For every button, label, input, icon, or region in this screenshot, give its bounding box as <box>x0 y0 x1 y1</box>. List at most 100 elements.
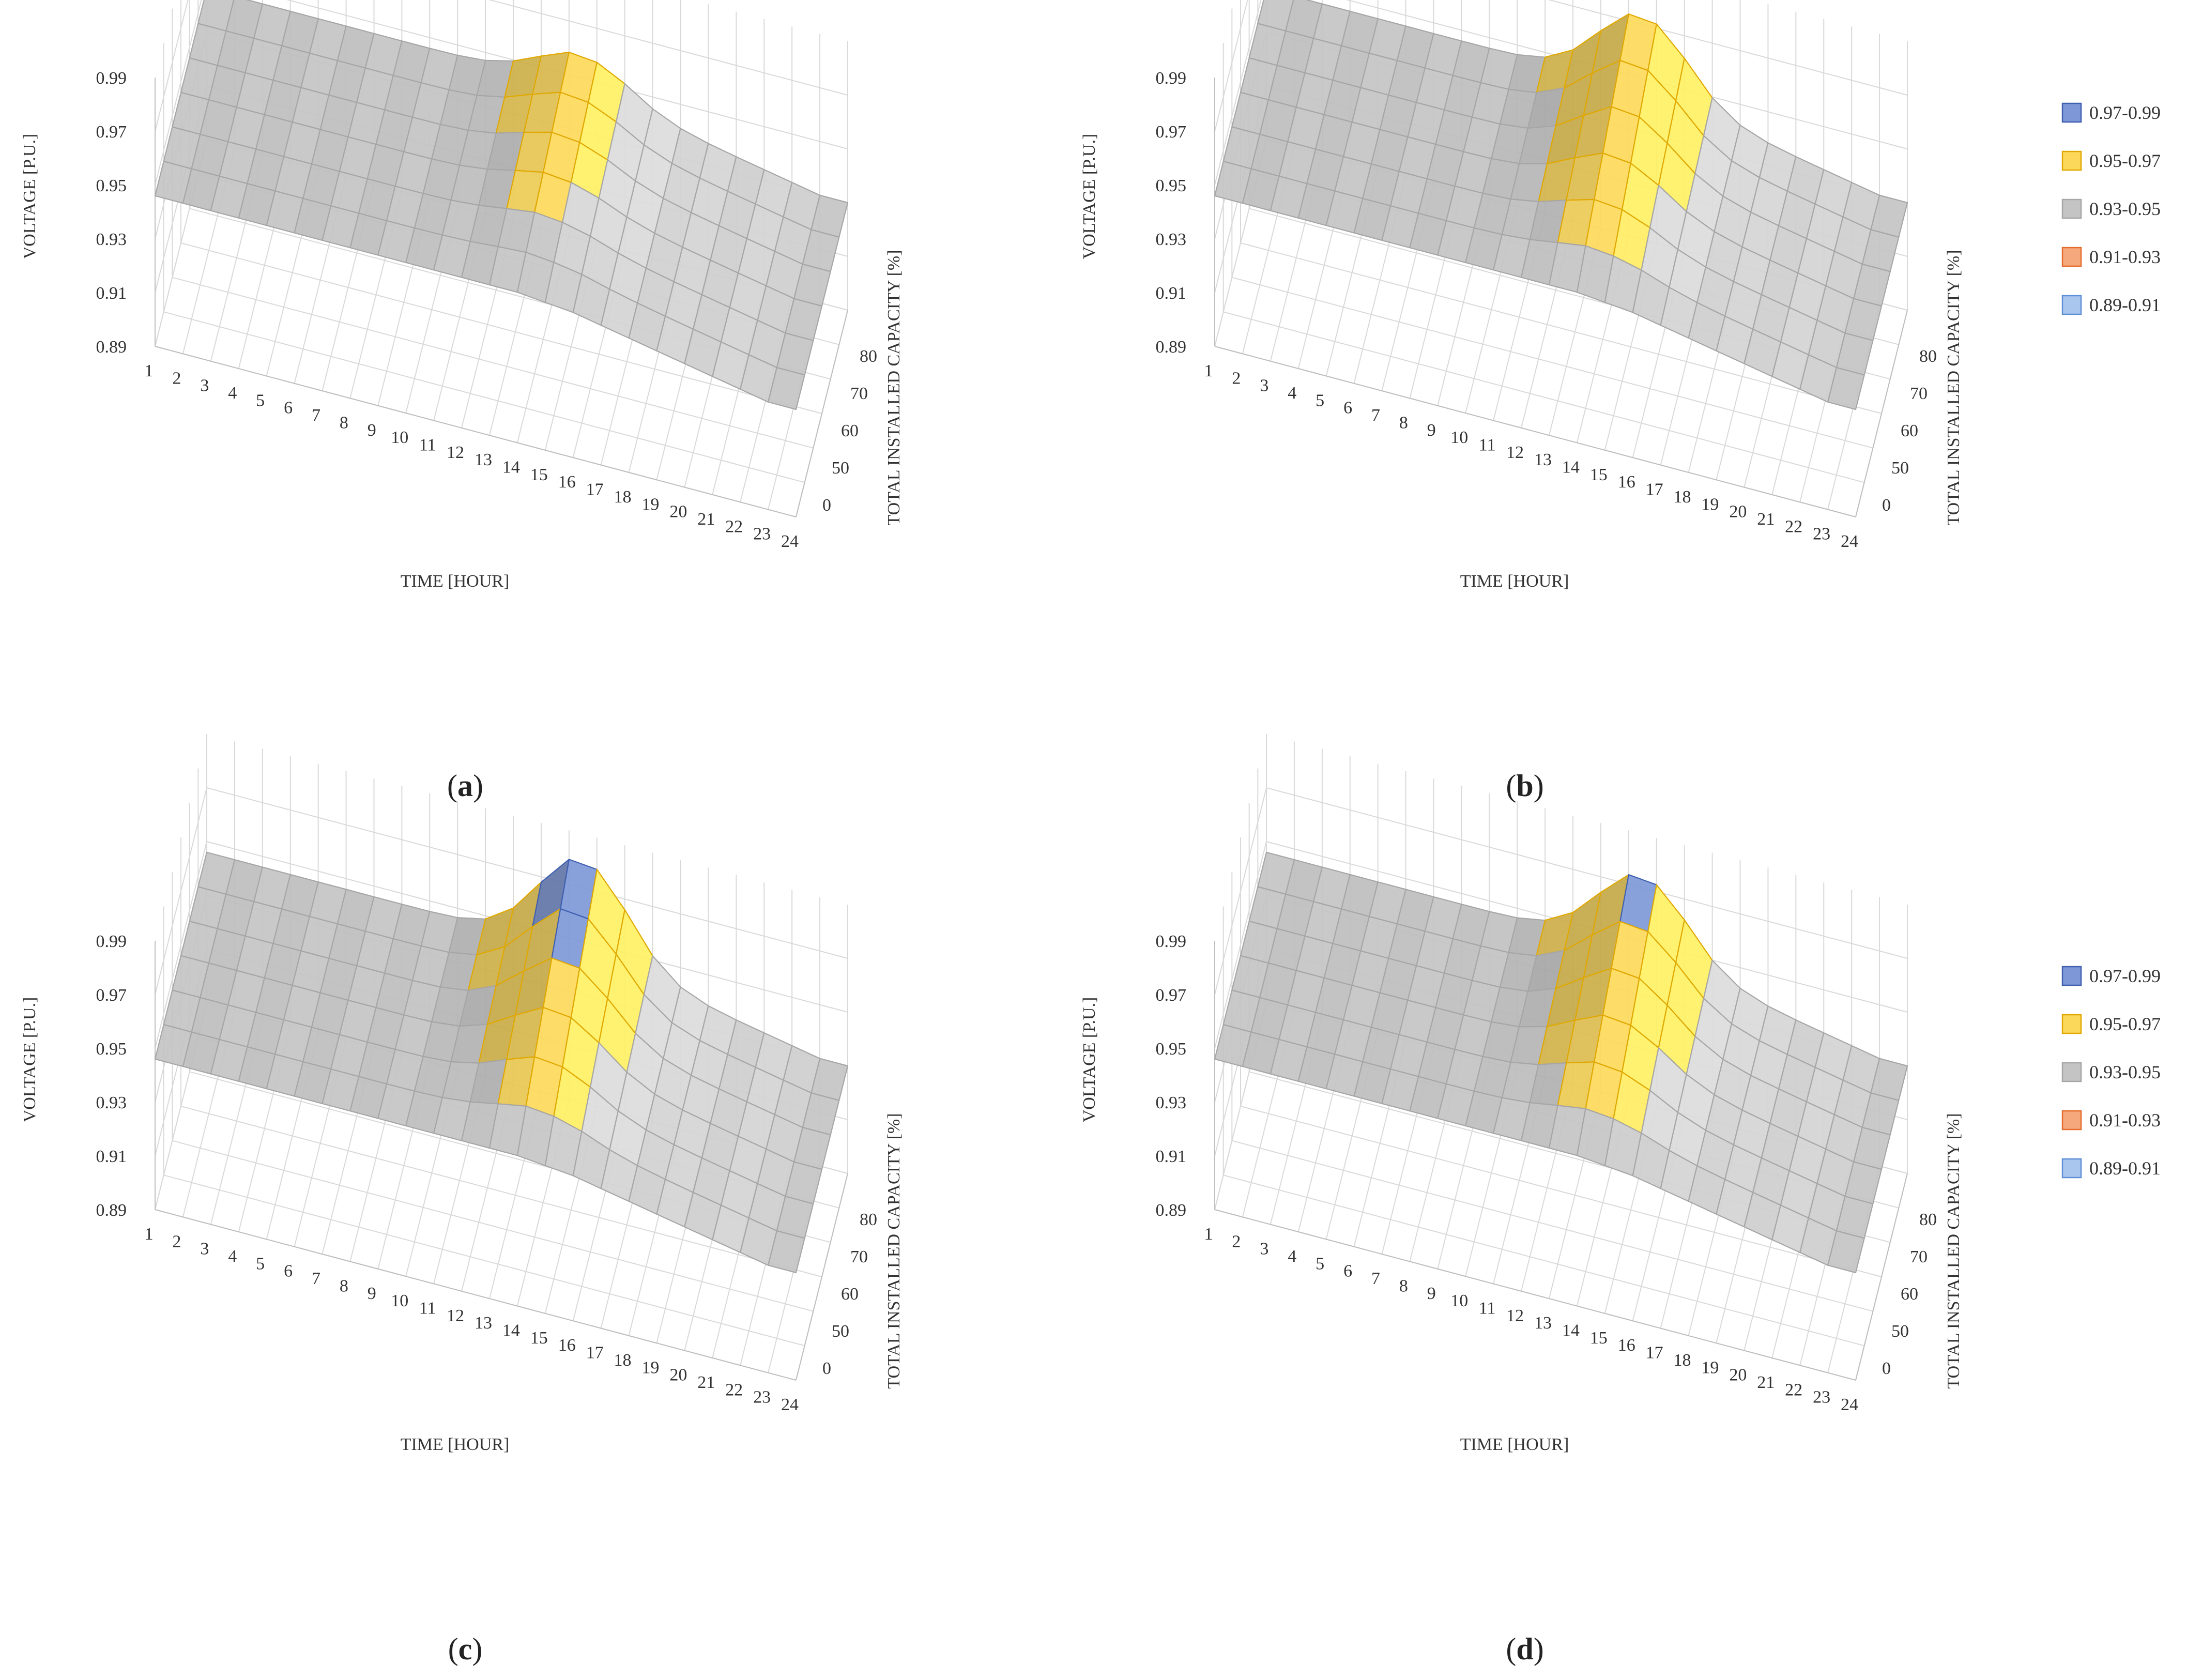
capacity-tick-label: 60 <box>1901 1285 1918 1304</box>
x-tick-label: 6 <box>284 399 293 418</box>
x-tick-label: 11 <box>419 435 436 454</box>
capacity-axis-title: TOTAL INSTALLED CAPACITY [%] <box>884 250 904 525</box>
x-tick-label: 1 <box>1204 1225 1213 1244</box>
capacity-tick-label: 60 <box>1901 421 1918 440</box>
voltage-surface <box>154 851 849 1274</box>
x-tick-label: 6 <box>284 1262 293 1281</box>
x-tick-label: 24 <box>781 532 799 551</box>
x-tick-label: 3 <box>200 1240 209 1259</box>
x-tick-label: 10 <box>391 1291 408 1310</box>
x-tick-label: 19 <box>641 495 659 514</box>
capacity-tick-label: 70 <box>850 1247 868 1266</box>
y-axis-title: VOLTAGE [P.U.] <box>1080 997 1099 1123</box>
x-tick-label: 22 <box>725 1380 743 1399</box>
x-tick-label: 10 <box>1450 428 1468 447</box>
x-axis-title: TIME [HOUR] <box>1460 572 1569 591</box>
y-tick-label: 0.91 <box>1156 284 1187 303</box>
legend-row-1: 0.97-0.99 0.95-0.97 0.93-0.95 0.91-0.93 0.89… <box>2061 102 2161 315</box>
x-tick-label: 1 <box>145 361 154 380</box>
legend-label: 0.95-0.97 <box>2089 150 2161 171</box>
legend-label: 0.89-0.91 <box>2089 1158 2161 1179</box>
chart-panel-d: 0.990.970.950.930.910.891 2 3 4 5 6 7 8 9 10 11 12 1… <box>1080 734 1963 1666</box>
x-tick-label: 8 <box>1399 1276 1408 1295</box>
capacity-tick-label: 0 <box>1882 496 1891 515</box>
capacity-tick-label: 0 <box>1882 1359 1891 1378</box>
y-axis-title: VOLTAGE [P.U.] <box>20 134 39 259</box>
x-tick-label: 2 <box>172 369 181 388</box>
x-tick-label: 9 <box>368 421 376 440</box>
y-tick-label: 0.97 <box>1156 986 1187 1005</box>
x-tick-label: 5 <box>1316 391 1324 410</box>
x-tick-label: 18 <box>1674 487 1691 507</box>
legend-label: 0.93-0.95 <box>2089 1062 2161 1082</box>
capacity-tick-label: 80 <box>1919 1210 1937 1229</box>
legend-row-2: 0.97-0.99 0.95-0.97 0.93-0.95 0.91-0.93 0.89… <box>2061 966 2161 1179</box>
x-tick-label: 20 <box>669 502 687 522</box>
x-tick-label: 23 <box>753 1388 771 1407</box>
capacity-axis-title: TOTAL INSTALLED CAPACITY [%] <box>1944 250 1963 525</box>
x-tick-label: 23 <box>1813 525 1830 544</box>
x-tick-label: 13 <box>1534 1314 1552 1333</box>
x-tick-label: 1 <box>1204 361 1213 380</box>
x-tick-label: 17 <box>586 480 604 499</box>
y-tick-label: 0.99 <box>1156 69 1187 88</box>
x-tick-label: 16 <box>558 472 576 492</box>
x-tick-label: 5 <box>1316 1254 1324 1273</box>
x-tick-label: 12 <box>447 1306 464 1325</box>
y-tick-label: 0.89 <box>1156 1201 1187 1220</box>
x-tick-label: 13 <box>1534 450 1552 469</box>
x-tick-label: 7 <box>312 406 320 425</box>
x-tick-label: 9 <box>1427 1284 1436 1303</box>
x-tick-label: 15 <box>530 1328 548 1348</box>
x-tick-label: 17 <box>1646 1343 1663 1363</box>
x-tick-label: 9 <box>1427 421 1436 440</box>
x-tick-label: 3 <box>1260 376 1268 395</box>
x-tick-label: 23 <box>1813 1388 1830 1407</box>
x-tick-label: 14 <box>502 1321 520 1340</box>
x-tick-label: 21 <box>697 1373 715 1392</box>
legend-item: 0.97-0.99 <box>2061 966 2161 986</box>
y-tick-label: 0.93 <box>96 230 127 249</box>
y-tick-label: 0.95 <box>1156 1040 1187 1059</box>
chart-panel-a: 0.990.970.950.930.910.891 2 3 4 5 6 7 8 9 10 11 12 1… <box>20 0 904 803</box>
x-tick-label: 10 <box>391 428 408 447</box>
x-tick-label: 4 <box>1288 1247 1296 1266</box>
capacity-tick-label: 50 <box>832 1322 849 1341</box>
x-tick-label: 22 <box>1785 517 1802 536</box>
capacity-tick-label: 50 <box>1891 459 1909 478</box>
surface-cell <box>767 366 805 410</box>
x-tick-label: 19 <box>1701 1358 1719 1377</box>
x-tick-label: 21 <box>1757 1373 1775 1392</box>
x-tick-label: 15 <box>1590 1328 1608 1348</box>
legend-swatch <box>2061 102 2082 123</box>
x-tick-label: 18 <box>614 1351 632 1370</box>
capacity-tick-label: 80 <box>860 347 877 366</box>
y-axis-title: VOLTAGE [P.U.] <box>20 997 39 1123</box>
panel-label: (d) <box>1506 1632 1543 1666</box>
x-tick-label: 7 <box>1371 406 1380 425</box>
y-tick-label: 0.99 <box>96 932 127 951</box>
y-tick-label: 0.89 <box>1156 338 1187 357</box>
y-tick-label: 0.89 <box>96 338 127 357</box>
surface-cell <box>1827 366 1865 410</box>
y-tick-label: 0.97 <box>96 123 127 142</box>
legend-label: 0.93-0.95 <box>2089 198 2161 219</box>
capacity-axis-title: TOTAL INSTALLED CAPACITY [%] <box>884 1113 904 1388</box>
legend-swatch <box>2061 247 2082 267</box>
x-tick-label: 4 <box>228 384 237 403</box>
x-tick-label: 15 <box>530 465 548 484</box>
capacity-tick-label: 60 <box>841 421 859 440</box>
y-tick-label: 0.93 <box>1156 1093 1187 1112</box>
legend-label: 0.97-0.99 <box>2089 966 2161 986</box>
x-tick-label: 1 <box>145 1225 154 1244</box>
capacity-tick-label: 0 <box>822 1359 831 1378</box>
legend-label: 0.91-0.93 <box>2089 1110 2161 1131</box>
y-tick-label: 0.93 <box>1156 230 1187 249</box>
capacity-tick-label: 0 <box>822 496 831 515</box>
x-tick-label: 9 <box>368 1284 376 1303</box>
x-tick-label: 2 <box>1232 369 1241 388</box>
x-tick-label: 14 <box>1562 1321 1580 1340</box>
x-tick-label: 19 <box>1701 495 1719 514</box>
x-tick-label: 3 <box>200 376 209 395</box>
axis-ticks: 0.990.970.950.930.910.891 2 3 4 5 6 7 8 9 10 11 12 1… <box>96 69 878 551</box>
